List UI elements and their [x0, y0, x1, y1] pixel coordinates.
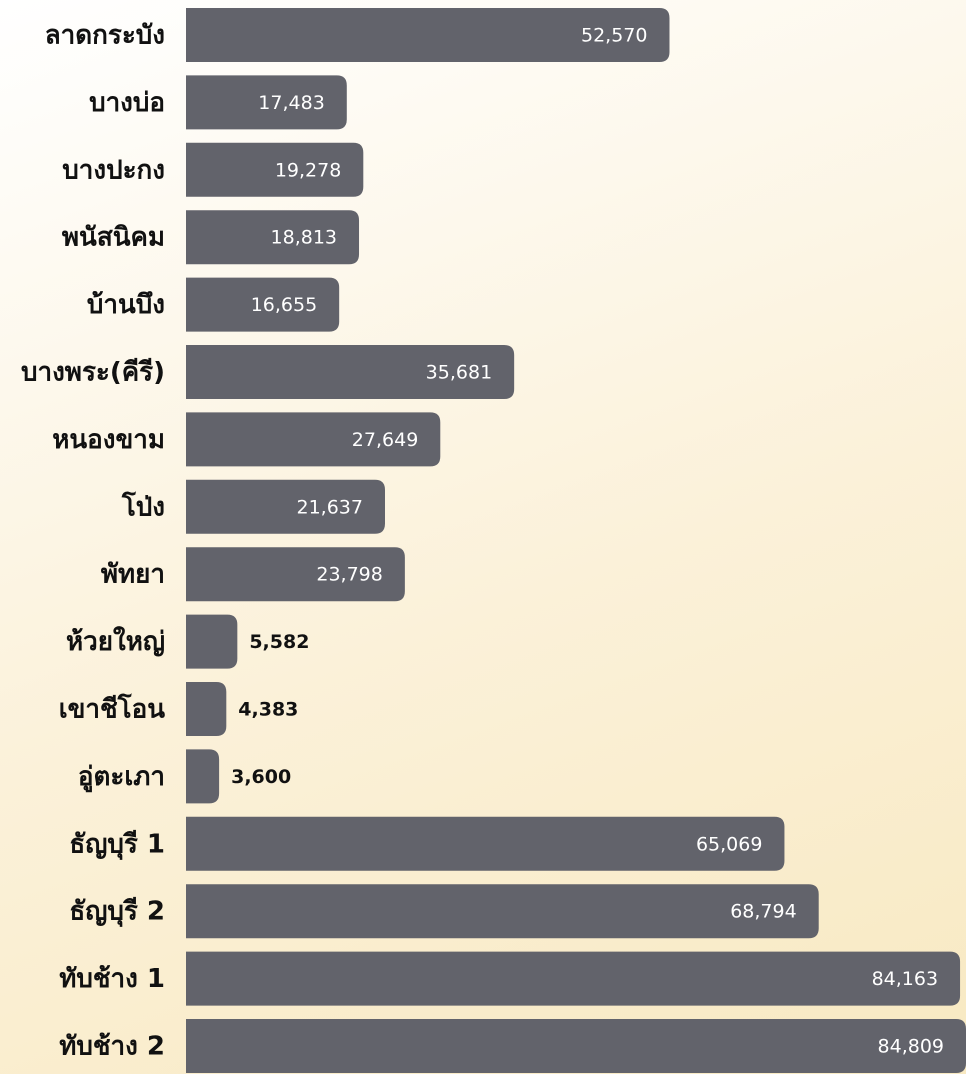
- value-label: 21,637: [297, 496, 363, 518]
- value-label: 16,655: [251, 294, 317, 316]
- category-label: บ้านบึง: [87, 290, 165, 320]
- value-label: 3,600: [231, 766, 291, 788]
- bar: [186, 210, 360, 265]
- bar: [186, 142, 364, 197]
- value-label: 84,163: [872, 968, 938, 990]
- bar: [186, 682, 227, 736]
- value-label: 52,570: [581, 25, 647, 47]
- value-label: 65,069: [696, 833, 762, 855]
- bar: [186, 614, 238, 669]
- category-label: โป่ง: [121, 490, 165, 522]
- category-label: อู่ตะเภา: [78, 762, 165, 793]
- category-label: บางพระ(คีรี): [21, 358, 165, 388]
- bar: [186, 75, 347, 130]
- category-label: ธัญบุรี 1: [69, 829, 165, 860]
- bar: [186, 345, 515, 399]
- category-label: บางบ่อ: [89, 88, 165, 118]
- value-label: 17,483: [258, 92, 324, 114]
- category-label: บางปะกง: [62, 155, 165, 185]
- value-label: 5,582: [249, 631, 309, 653]
- category-label: ห้วยใหญ่: [66, 626, 165, 657]
- bar: [186, 884, 819, 939]
- category-label: ทับช้าง 2: [59, 1032, 165, 1062]
- value-label: 27,649: [352, 429, 418, 451]
- category-label: ธัญบุรี 2: [69, 897, 165, 928]
- bar: [186, 1019, 966, 1073]
- bar: [186, 951, 961, 1006]
- value-label: 18,813: [271, 227, 337, 249]
- value-label: 84,809: [878, 1036, 944, 1058]
- bar: [186, 816, 785, 871]
- bar: [186, 277, 340, 332]
- value-label: 68,794: [730, 901, 796, 923]
- value-label: 4,383: [238, 699, 298, 721]
- value-label: 23,798: [316, 564, 382, 586]
- bar: [186, 412, 441, 467]
- value-label: 35,681: [426, 362, 492, 384]
- bar: [186, 749, 220, 804]
- bar: [186, 479, 385, 534]
- category-label: หนองขาม: [52, 425, 165, 455]
- category-label: ลาดกระบัง: [45, 21, 165, 51]
- category-label: ทับช้าง 1: [59, 964, 165, 994]
- bar: [186, 8, 670, 62]
- value-label: 19,278: [275, 159, 341, 181]
- category-label: พนัสนิคม: [62, 223, 165, 253]
- bar: [186, 547, 405, 602]
- category-label: พัทยา: [101, 560, 165, 590]
- category-label: เขาชีโอน: [59, 693, 165, 725]
